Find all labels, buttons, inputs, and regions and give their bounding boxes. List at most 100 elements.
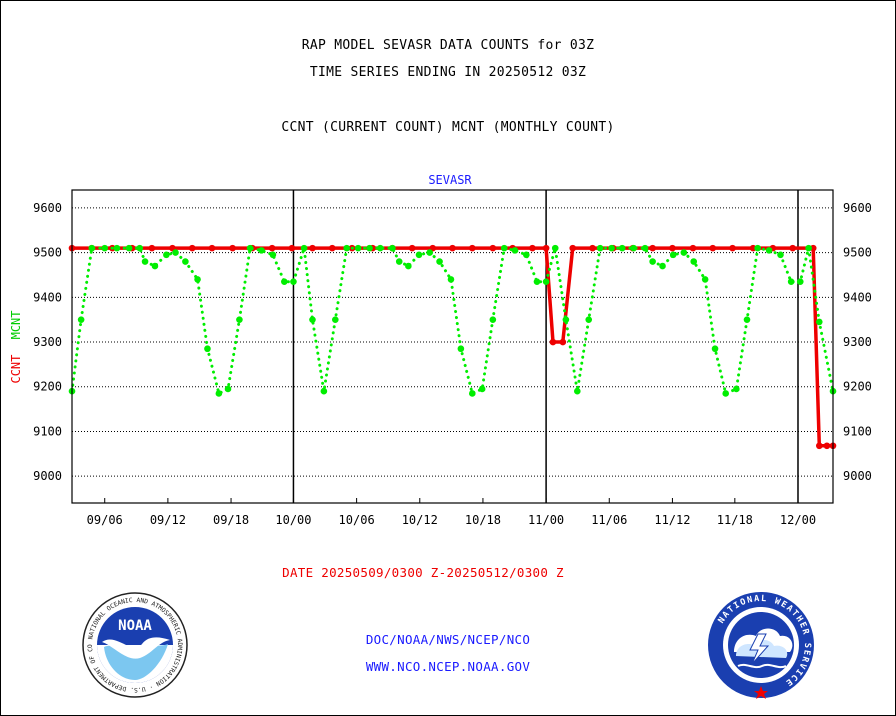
data-point-mcnt — [574, 387, 581, 395]
data-point-mcnt — [796, 278, 804, 285]
data-point-ccnt — [328, 244, 336, 252]
data-point-ccnt — [569, 244, 577, 252]
data-point-mcnt — [468, 390, 476, 397]
subtitle: CCNT (CURRENT COUNT) MCNT (MONTHLY COUNT… — [281, 120, 615, 135]
data-point-ccnt — [188, 244, 196, 252]
y-tick-label-right: 9000 — [843, 469, 872, 483]
y-axis-label: CCNT MCNT — [9, 310, 23, 383]
data-point-mcnt — [182, 258, 189, 265]
y-tick-label-right: 9200 — [843, 380, 872, 394]
data-point-mcnt — [194, 276, 201, 283]
data-point-ccnt — [729, 244, 736, 252]
date-range: DATE 20250509/0300 Z-20250512/0300 Z — [282, 565, 564, 580]
y-axis-label-ccnt: CCNT — [9, 355, 23, 384]
series-layer — [68, 244, 837, 450]
footer-link-doc[interactable]: DOC/NOAA/NWS/NCEP/NCO — [365, 632, 531, 647]
data-point-mcnt — [426, 249, 433, 256]
data-point-ccnt — [689, 244, 697, 252]
data-point-mcnt — [523, 251, 530, 259]
plot-area — [72, 190, 833, 503]
data-point-mcnt — [125, 244, 133, 252]
data-point-mcnt — [754, 244, 761, 252]
data-point-mcnt — [163, 251, 170, 259]
title-line-1: RAP MODEL SEVASR DATA COUNTS for 03Z — [301, 38, 595, 53]
data-point-ccnt — [268, 244, 276, 252]
y-tick-label-left: 9100 — [33, 424, 62, 438]
x-tick-label: 12/00 — [780, 513, 816, 527]
plot-border — [71, 189, 834, 504]
data-point-ccnt — [288, 244, 296, 252]
data-point-ccnt — [809, 244, 817, 252]
data-point-mcnt — [88, 244, 96, 252]
data-point-mcnt — [269, 251, 277, 259]
day-boundaries — [292, 190, 799, 503]
data-point-mcnt — [151, 262, 159, 270]
noaa-logo: NOAA NATIONAL OCEANIC AND ATMOSPHERIC AD… — [80, 590, 188, 698]
data-point-ccnt — [559, 338, 567, 346]
data-point-ccnt — [589, 244, 596, 252]
data-point-mcnt — [641, 244, 649, 252]
data-point-ccnt — [749, 244, 757, 252]
nws-logo: NATIONAL WEATHER SERVICE — [708, 592, 814, 699]
data-point-ccnt — [208, 244, 216, 252]
data-point-mcnt — [224, 385, 232, 393]
data-point-mcnt — [332, 316, 339, 323]
data-point-ccnt — [529, 244, 536, 252]
data-point-mcnt — [101, 244, 109, 252]
data-point-mcnt — [608, 244, 615, 252]
data-point-mcnt — [722, 390, 729, 397]
data-point-mcnt — [215, 390, 223, 397]
y-tick-label-left: 9000 — [33, 469, 62, 483]
data-point-mcnt — [300, 244, 308, 252]
data-point-mcnt — [457, 345, 465, 353]
chart-title: SEVASR — [428, 173, 472, 187]
data-point-mcnt — [805, 244, 812, 252]
data-point-mcnt — [366, 244, 373, 252]
footer-link-www[interactable]: WWW.NCO.NCEP.NOAA.GOV — [365, 659, 531, 674]
data-point-mcnt — [113, 244, 121, 252]
data-point-mcnt — [246, 244, 254, 252]
data-point-mcnt — [765, 247, 773, 254]
data-point-mcnt — [618, 244, 626, 252]
y-tick-label-right: 9400 — [843, 290, 872, 304]
data-point-mcnt — [236, 316, 243, 323]
y-tick-label-right: 9300 — [843, 335, 872, 349]
data-point-mcnt — [389, 244, 396, 252]
data-point-mcnt — [343, 244, 351, 252]
x-tick-label: 10/00 — [275, 513, 311, 527]
data-point-mcnt — [690, 258, 698, 265]
data-point-mcnt — [281, 278, 288, 285]
title-line-2: TIME SERIES ENDING IN 20250512 03Z — [309, 65, 587, 80]
x-tick-label: 11/18 — [717, 513, 753, 527]
grid-layer — [72, 190, 833, 503]
data-point-ccnt — [449, 244, 456, 252]
data-point-mcnt — [478, 385, 486, 393]
data-point-mcnt — [533, 278, 541, 285]
data-point-ccnt — [468, 244, 476, 252]
x-tick-label: 09/12 — [150, 513, 186, 527]
y-tick-label-left: 9500 — [33, 246, 62, 260]
data-point-mcnt — [136, 244, 144, 252]
data-point-mcnt — [436, 258, 443, 265]
x-tick-label: 10/06 — [339, 513, 375, 527]
data-point-mcnt — [585, 316, 593, 323]
y-tick-label-left: 9200 — [33, 380, 62, 394]
y-tick-label-left: 9600 — [33, 201, 62, 215]
data-point-mcnt — [659, 262, 666, 270]
data-point-mcnt — [649, 258, 656, 265]
data-point-mcnt — [816, 318, 823, 326]
y-tick-label-left: 9300 — [33, 335, 62, 349]
x-tick-label: 10/12 — [402, 513, 438, 527]
data-point-mcnt — [447, 276, 455, 283]
y-tick-label-left: 9400 — [33, 290, 62, 304]
data-point-mcnt — [395, 258, 403, 265]
data-point-ccnt — [542, 244, 550, 252]
x-tick-label: 09/18 — [213, 513, 249, 527]
data-point-mcnt — [669, 251, 677, 259]
data-point-ccnt — [408, 244, 416, 252]
data-point-ccnt — [709, 244, 717, 252]
data-point-ccnt — [669, 244, 676, 252]
data-point-mcnt — [172, 249, 179, 256]
x-tick-label: 11/06 — [591, 513, 627, 527]
